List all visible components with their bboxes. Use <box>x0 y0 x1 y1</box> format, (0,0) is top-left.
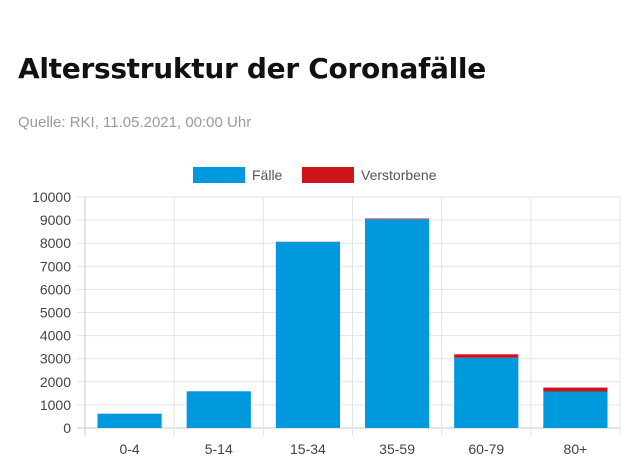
y-tick-label: 6000 <box>40 281 71 297</box>
x-tick-label: 15-34 <box>290 441 326 457</box>
chart-title: Altersstruktur der Coronafälle <box>18 52 486 85</box>
x-tick-label: 0-4 <box>119 441 139 457</box>
legend: Fälle Verstorbene <box>193 167 437 183</box>
legend-swatch-verstorbene[interactable] <box>302 167 354 183</box>
bar-verstorbene-60-79[interactable] <box>454 354 519 358</box>
bar-faelle-35-59[interactable] <box>364 219 430 428</box>
y-tick-label: 1000 <box>40 397 71 413</box>
y-tick-label: 10000 <box>32 189 71 205</box>
bar-faelle-5-14[interactable] <box>186 391 251 428</box>
legend-swatch-faelle[interactable] <box>193 167 245 183</box>
grid <box>77 196 621 436</box>
y-tick-label: 9000 <box>40 212 71 228</box>
y-tick-label: 3000 <box>40 351 71 367</box>
bar-faelle-15-34[interactable] <box>275 241 341 428</box>
bar-faelle-0-4[interactable] <box>97 413 162 428</box>
legend-label-verstorbene[interactable]: Verstorbene <box>361 167 437 183</box>
x-tick-label: 80+ <box>564 441 588 457</box>
y-tick-label: 8000 <box>40 235 71 251</box>
legend-label-faelle[interactable]: Fälle <box>252 167 283 183</box>
bar-verstorbene-80+[interactable] <box>543 387 608 392</box>
chart-source: Quelle: RKI, 11.05.2021, 00:00 Uhr <box>18 114 252 131</box>
bar-verstorbene-35-59[interactable] <box>364 218 430 220</box>
y-tick-label: 5000 <box>40 305 71 321</box>
x-tick-label: 60-79 <box>468 441 504 457</box>
x-tick-label: 5-14 <box>205 441 233 457</box>
x-tick-label: 35-59 <box>379 441 415 457</box>
y-tick-label: 4000 <box>40 328 71 344</box>
bars <box>97 218 608 428</box>
y-tick-label: 0 <box>63 420 71 436</box>
axes: 0 1000 2000 3000 4000 5000 6000 7000 8000 9000 100… <box>32 189 587 457</box>
y-tick-label: 7000 <box>40 258 71 274</box>
bar-faelle-80+[interactable] <box>543 391 608 428</box>
y-tick-label: 2000 <box>40 374 71 390</box>
bar-faelle-60-79[interactable] <box>454 357 519 428</box>
